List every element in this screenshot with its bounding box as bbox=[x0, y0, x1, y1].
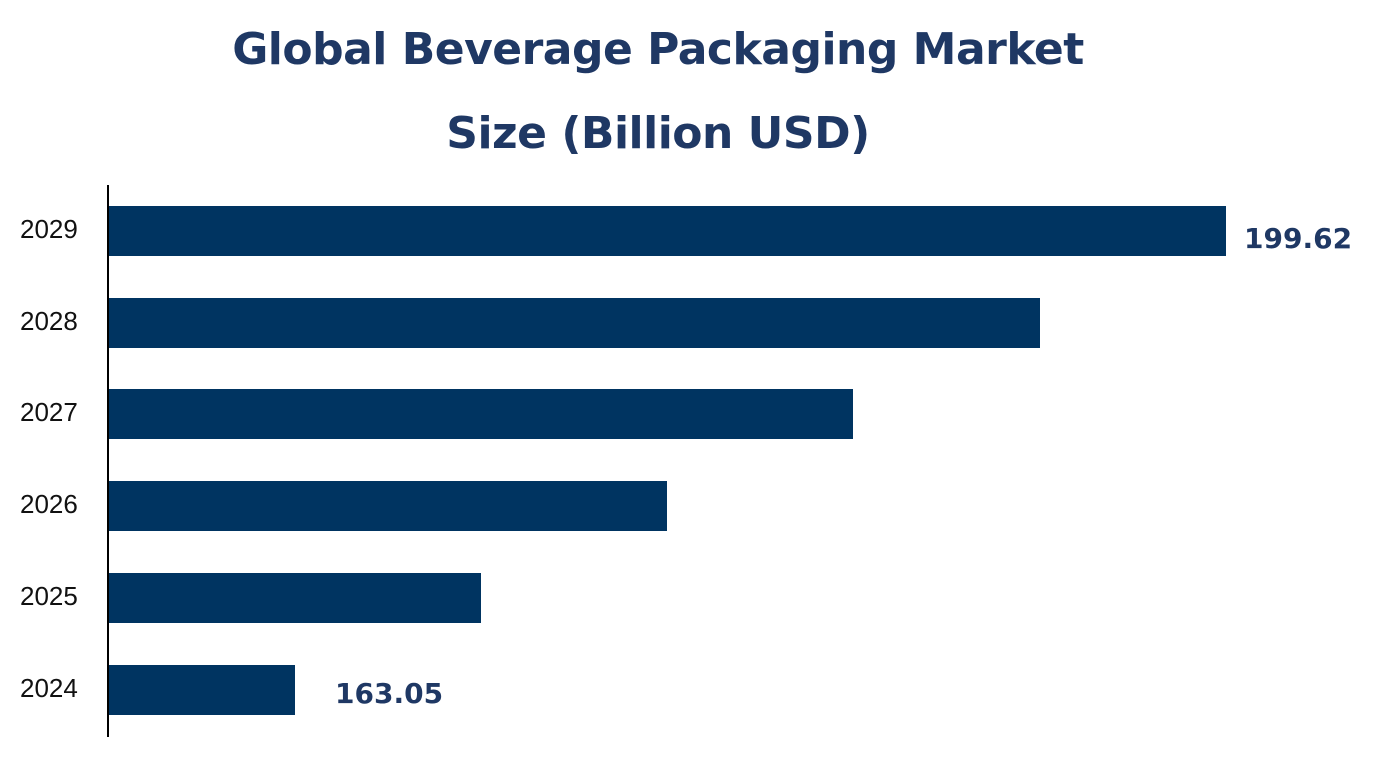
bar-2029 bbox=[109, 206, 1226, 256]
y-tick-label: 2029 bbox=[20, 214, 78, 244]
bar-2027 bbox=[109, 389, 854, 439]
bar-2026 bbox=[109, 481, 668, 531]
data-label-2024: 163.05 bbox=[335, 677, 444, 710]
bar-2024 bbox=[109, 665, 295, 715]
y-tick-label: 2025 bbox=[20, 581, 78, 611]
bar-2025 bbox=[109, 573, 482, 623]
chart-title-line-2: Size (Billion USD) bbox=[446, 108, 870, 159]
y-tick-label: 2028 bbox=[20, 306, 78, 336]
chart-title-line-1: Global Beverage Packaging Market bbox=[232, 24, 1084, 75]
data-label-2029: 199.62 bbox=[1244, 222, 1353, 255]
y-axis-line bbox=[107, 185, 109, 737]
y-tick-label: 2024 bbox=[20, 673, 78, 703]
bar-2028 bbox=[109, 298, 1040, 348]
y-tick-label: 2027 bbox=[20, 397, 78, 427]
y-tick-label: 2026 bbox=[20, 489, 78, 519]
